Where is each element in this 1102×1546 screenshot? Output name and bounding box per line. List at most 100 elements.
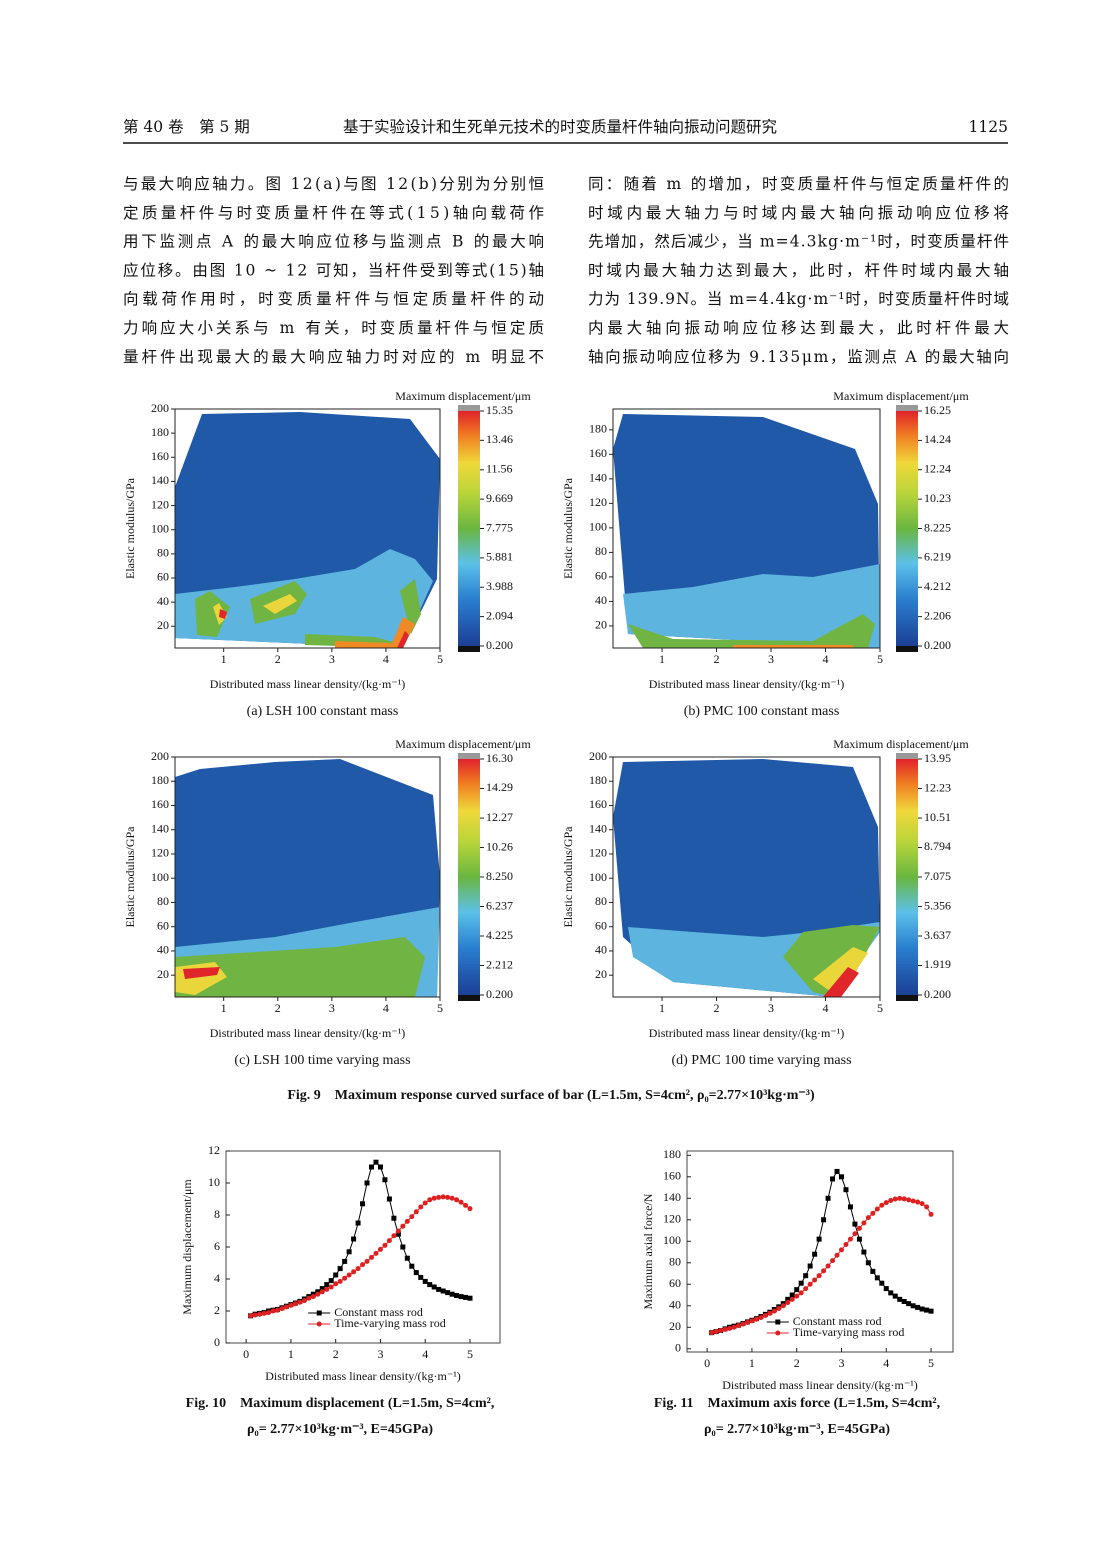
marker bbox=[785, 1300, 791, 1306]
colorbar-bottom bbox=[896, 995, 918, 1001]
marker bbox=[342, 1258, 348, 1264]
colorbar-tick-label: 3.988 bbox=[486, 579, 513, 593]
marker bbox=[807, 1281, 813, 1287]
y-tick-label: 160 bbox=[589, 797, 607, 811]
colorbar-label: Maximum displacement/μm bbox=[833, 737, 969, 751]
x-tick-label: 4 bbox=[422, 1347, 428, 1361]
body-line: 与最大响应轴力。图 12(a)与图 12(b)分别为分别恒 bbox=[123, 174, 544, 193]
marker bbox=[740, 1321, 746, 1327]
marker bbox=[404, 1218, 410, 1224]
y-tick-label: 4 bbox=[214, 1271, 220, 1285]
marker bbox=[744, 1319, 750, 1325]
x-axis-label: Distributed mass linear density/(kg·m⁻¹) bbox=[210, 677, 406, 691]
y-tick-label: 160 bbox=[589, 446, 607, 460]
panel-title: (b) PMC 100 constant mass bbox=[684, 704, 840, 719]
body-line: 时域内最大轴力与时域内最大轴向振动响应位移将 bbox=[588, 203, 1009, 222]
marker bbox=[731, 1324, 737, 1330]
colorbar-tick-label: 10.26 bbox=[486, 839, 513, 853]
contour-region bbox=[390, 617, 415, 648]
marker bbox=[789, 1296, 795, 1302]
marker bbox=[364, 1180, 370, 1186]
plot-frame bbox=[686, 1150, 954, 1353]
marker bbox=[825, 1263, 831, 1269]
marker bbox=[892, 1196, 898, 1202]
marker bbox=[257, 1311, 263, 1317]
colorbar-tick-label: 12.27 bbox=[486, 810, 513, 824]
panel-title: (a) LSH 100 constant mass bbox=[247, 704, 399, 719]
marker bbox=[847, 1204, 853, 1210]
x-axis-label: Distributed mass linear density/(kg·m⁻¹) bbox=[210, 1026, 406, 1040]
marker bbox=[328, 1284, 334, 1290]
y-tick-label: 140 bbox=[589, 471, 607, 485]
marker bbox=[758, 1315, 764, 1321]
marker bbox=[901, 1196, 907, 1202]
colorbar-label: Maximum displacement/μm bbox=[395, 737, 531, 751]
marker bbox=[377, 1164, 383, 1170]
colorbar-tick-label: 13.46 bbox=[486, 432, 513, 446]
contour-region bbox=[823, 967, 859, 997]
marker bbox=[812, 1251, 818, 1257]
marker bbox=[319, 1289, 325, 1295]
y-tick-label: 40 bbox=[669, 1298, 681, 1312]
marker bbox=[395, 1231, 401, 1237]
marker bbox=[825, 1195, 831, 1201]
marker bbox=[915, 1304, 921, 1310]
marker bbox=[391, 1215, 397, 1221]
colorbar-label: Maximum displacement/μm bbox=[395, 389, 531, 403]
marker bbox=[816, 1273, 822, 1279]
x-tick-label: 1 bbox=[659, 1001, 665, 1015]
legend-marker bbox=[316, 1310, 322, 1316]
body-line: 定质量杆件与时变质量杆件在等式(15)轴向载荷作 bbox=[123, 204, 544, 222]
marker bbox=[386, 1196, 392, 1202]
contour-region bbox=[813, 947, 868, 997]
y-tick-label: 40 bbox=[157, 594, 169, 608]
colorbar-bottom bbox=[458, 646, 480, 652]
colorbar-tick-label: 0.200 bbox=[486, 638, 513, 652]
colorbar-tick-label: 5.881 bbox=[486, 550, 513, 564]
marker bbox=[834, 1168, 840, 1174]
y-tick-label: 160 bbox=[151, 449, 169, 463]
x-tick-label: 5 bbox=[877, 652, 883, 666]
marker bbox=[413, 1209, 419, 1215]
x-tick-label: 5 bbox=[437, 652, 443, 666]
marker bbox=[400, 1223, 406, 1229]
marker bbox=[418, 1204, 424, 1210]
marker bbox=[924, 1307, 930, 1313]
marker bbox=[919, 1201, 925, 1207]
marker bbox=[440, 1194, 446, 1200]
colorbar-label: Maximum displacement/μm bbox=[833, 389, 969, 403]
x-tick-label: 3 bbox=[329, 652, 335, 666]
marker bbox=[360, 1262, 366, 1268]
marker bbox=[789, 1292, 795, 1298]
marker bbox=[266, 1310, 272, 1316]
contour-region bbox=[335, 641, 397, 648]
marker bbox=[888, 1197, 894, 1203]
marker bbox=[879, 1202, 885, 1208]
x-tick-label: 2 bbox=[275, 1001, 281, 1015]
colorbar-tick-label: 12.24 bbox=[924, 461, 951, 475]
y-tick-label: 120 bbox=[663, 1212, 681, 1226]
marker bbox=[709, 1330, 715, 1336]
panel-title: (d) PMC 100 time varying mass bbox=[671, 1053, 851, 1068]
marker bbox=[436, 1286, 442, 1292]
colorbar-tick-label: 2.094 bbox=[486, 608, 513, 622]
body-line: 力为 139.9N。当 m=4.4kg·m⁻¹时，时变质量杆件时域 bbox=[588, 290, 1009, 308]
y-tick-label: 60 bbox=[595, 569, 607, 583]
y-tick-label: 0 bbox=[675, 1341, 681, 1355]
marker bbox=[838, 1247, 844, 1253]
y-axis-label: Maximum axial force/N bbox=[641, 1193, 655, 1309]
marker bbox=[297, 1299, 303, 1305]
y-tick-label: 10 bbox=[208, 1175, 220, 1189]
plot-frame bbox=[612, 756, 881, 998]
x-tick-label: 1 bbox=[749, 1356, 755, 1370]
marker bbox=[315, 1291, 321, 1297]
marker bbox=[897, 1296, 903, 1302]
y-tick-label: 120 bbox=[151, 846, 169, 860]
colorbar-tick-label: 7.775 bbox=[486, 520, 513, 534]
y-tick-label: 200 bbox=[151, 749, 169, 763]
marker bbox=[906, 1301, 912, 1307]
marker bbox=[753, 1316, 759, 1322]
y-tick-label: 40 bbox=[595, 593, 607, 607]
y-tick-label: 6 bbox=[214, 1239, 220, 1253]
